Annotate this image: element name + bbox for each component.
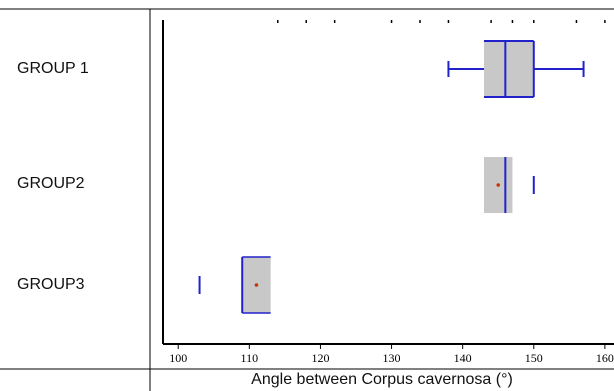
box-group-1	[447, 40, 585, 98]
iqr-box	[484, 41, 534, 97]
mean-marker	[496, 183, 501, 187]
group-label-2: GROUP2	[17, 175, 85, 192]
x-tick-label-100: 100	[169, 351, 187, 365]
x-tick-label-130: 130	[383, 351, 401, 365]
box-group-2	[484, 157, 535, 213]
x-tick-label-120: 120	[311, 351, 329, 365]
x-axis-title: Angle between Corpus cavernosa (°)	[251, 371, 513, 388]
x-tick-label-150: 150	[525, 351, 543, 365]
mean-marker	[254, 283, 259, 287]
x-tick-label-110: 110	[241, 351, 259, 365]
box-group-3	[198, 256, 271, 314]
x-tick-label-160: 160	[596, 351, 614, 365]
x-tick-label-140: 140	[454, 351, 472, 365]
group-label-3: GROUP3	[17, 276, 85, 293]
group-label-1: GROUP 1	[17, 60, 89, 77]
